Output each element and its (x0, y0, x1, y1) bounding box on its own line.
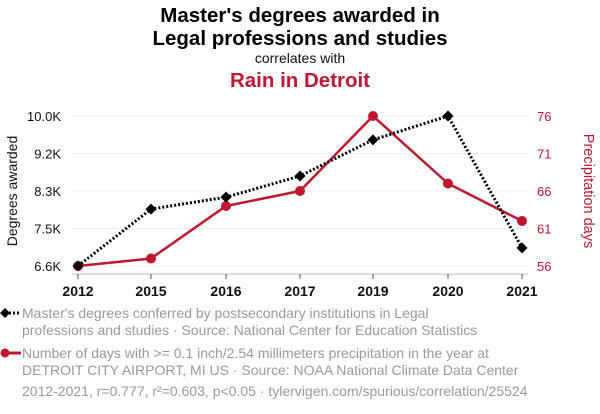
series-degrees-point (516, 242, 528, 254)
y-right-tick-label: 76 (537, 109, 551, 124)
y-left-tick-label: 8.3K (34, 184, 61, 199)
x-tick-label: 2012 (62, 283, 93, 299)
series-degrees-point (294, 170, 306, 182)
legend-item-degrees: Master's degrees conferred by postsecond… (0, 305, 582, 339)
legend-item-precipitation: Number of days with >= 0.1 inch/2.54 mil… (0, 345, 582, 379)
legend-text-line1: Number of days with >= 0.1 inch/2.54 mil… (22, 345, 489, 361)
x-tick-label: 2015 (135, 283, 166, 299)
y-right-tick-label: 71 (537, 147, 551, 162)
y-right-axis-title: Precipitation days (580, 134, 596, 248)
y-left-tick-label: 10.0K (27, 109, 61, 124)
x-tick-label: 2021 (506, 283, 537, 299)
series-degrees-point (145, 203, 157, 215)
y-left-axis-title: Degrees awarded (4, 136, 20, 247)
axes: 6.6K 7.5K 8.3K 9.2K 10.0K 56 61 66 71 76 2012 2015 2… (4, 109, 596, 299)
x-tick-label: 2020 (432, 283, 463, 299)
series-precipitation-point (221, 201, 231, 211)
footer-stats: 2012-2021, r=0.777, r²=0.603, p<0.05 · t… (22, 383, 528, 399)
y-right-tick-label: 61 (537, 222, 551, 237)
chart-title: Master's degrees awarded in Legal profes… (0, 4, 600, 50)
x-tick-label: 2017 (284, 283, 315, 299)
y-left-tick-label: 9.2K (34, 147, 61, 162)
chart-title-line2: Legal professions and studies (152, 27, 448, 50)
y-right-tick-label: 56 (537, 259, 551, 274)
series-precipitation-point (517, 216, 527, 226)
series-degrees-point (442, 110, 454, 122)
series-degrees-point (220, 191, 232, 203)
series-precipitation-point (146, 253, 156, 264)
series-degrees-point (367, 134, 379, 146)
black-dotted-diamond-line-icon (0, 308, 21, 318)
series-precipitation-point (295, 186, 305, 196)
y-right-tick-label: 66 (537, 184, 551, 199)
chart-title-secondary: Rain in Detroit (229, 69, 371, 92)
chart-subtitle: correlates with (254, 50, 346, 66)
chart-title-line1: Master's degrees awarded in (160, 4, 440, 27)
x-tick-label: 2019 (357, 283, 388, 299)
legend-text-line2: DETROIT CITY AIRPORT, MI US · Source: NO… (22, 362, 519, 378)
red-solid-circle-line-icon (0, 348, 21, 358)
y-left-tick-label: 6.6K (34, 259, 61, 274)
legend-text-line2: professions and studies · Source: Nation… (22, 322, 478, 338)
series-degrees-point (72, 260, 84, 272)
series-precipitation-point (443, 178, 453, 189)
series-group (72, 110, 528, 272)
series-precipitation-point (368, 111, 378, 121)
legend-text-line1: Master's degrees conferred by postsecond… (22, 305, 429, 321)
y-left-tick-label: 7.5K (34, 222, 61, 237)
x-tick-label: 2016 (210, 283, 241, 299)
